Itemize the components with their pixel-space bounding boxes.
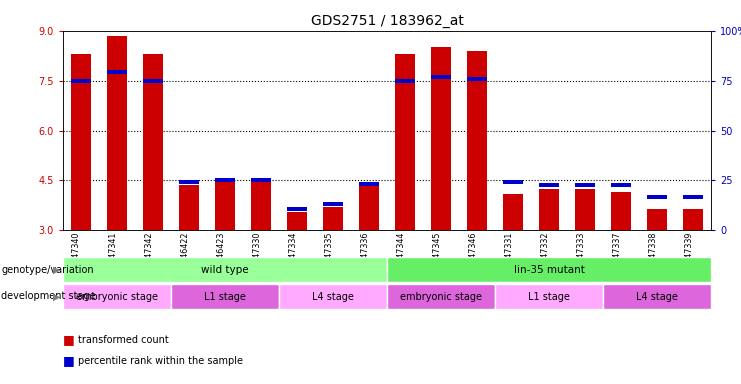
Bar [387, 257, 711, 282]
Bar [611, 192, 631, 230]
Text: lin-35 mutant: lin-35 mutant [514, 265, 585, 275]
Bar [279, 284, 387, 309]
Bar [503, 180, 523, 184]
Bar [71, 54, 91, 230]
Bar [387, 284, 495, 309]
Text: L4 stage: L4 stage [637, 291, 678, 302]
Text: ■: ■ [63, 354, 75, 367]
Bar [215, 180, 235, 230]
Bar [395, 79, 415, 83]
Bar [359, 185, 379, 230]
Bar [683, 195, 703, 199]
Text: L4 stage: L4 stage [312, 291, 354, 302]
Bar [107, 70, 127, 74]
Bar [288, 212, 307, 230]
Text: embryonic stage: embryonic stage [400, 291, 482, 302]
Bar [575, 184, 595, 187]
Bar [171, 284, 279, 309]
Text: ▶: ▶ [53, 291, 60, 301]
Bar [323, 207, 343, 230]
Bar [683, 209, 703, 230]
Bar [107, 36, 127, 230]
Bar [431, 75, 451, 79]
Text: L1 stage: L1 stage [204, 291, 246, 302]
Bar [503, 194, 523, 230]
Bar [395, 54, 415, 230]
Text: ■: ■ [63, 333, 75, 346]
Bar [611, 184, 631, 187]
Text: wild type: wild type [202, 265, 249, 275]
Bar [575, 189, 595, 230]
Text: transformed count: transformed count [78, 335, 168, 345]
Text: percentile rank within the sample: percentile rank within the sample [78, 356, 243, 366]
Bar [603, 284, 711, 309]
Bar [468, 77, 487, 81]
Bar [143, 54, 163, 230]
Text: ▶: ▶ [53, 265, 60, 275]
Bar [539, 189, 559, 230]
Text: embryonic stage: embryonic stage [76, 291, 158, 302]
Bar [648, 195, 667, 199]
Bar [179, 180, 199, 184]
Bar [251, 179, 271, 182]
Bar [215, 179, 235, 182]
Bar [63, 257, 387, 282]
Text: development stage: development stage [1, 291, 96, 301]
Bar [179, 185, 199, 230]
Bar [359, 182, 379, 186]
Text: genotype/variation: genotype/variation [1, 265, 94, 275]
Bar [323, 202, 343, 206]
Bar [539, 184, 559, 187]
Bar [63, 284, 171, 309]
Bar [468, 51, 487, 230]
Bar [431, 47, 451, 230]
Bar [71, 79, 91, 83]
Bar [288, 207, 307, 211]
Bar [648, 209, 667, 230]
Bar [143, 79, 163, 83]
Bar [251, 180, 271, 230]
Title: GDS2751 / 183962_at: GDS2751 / 183962_at [310, 14, 464, 28]
Bar [495, 284, 603, 309]
Text: L1 stage: L1 stage [528, 291, 571, 302]
